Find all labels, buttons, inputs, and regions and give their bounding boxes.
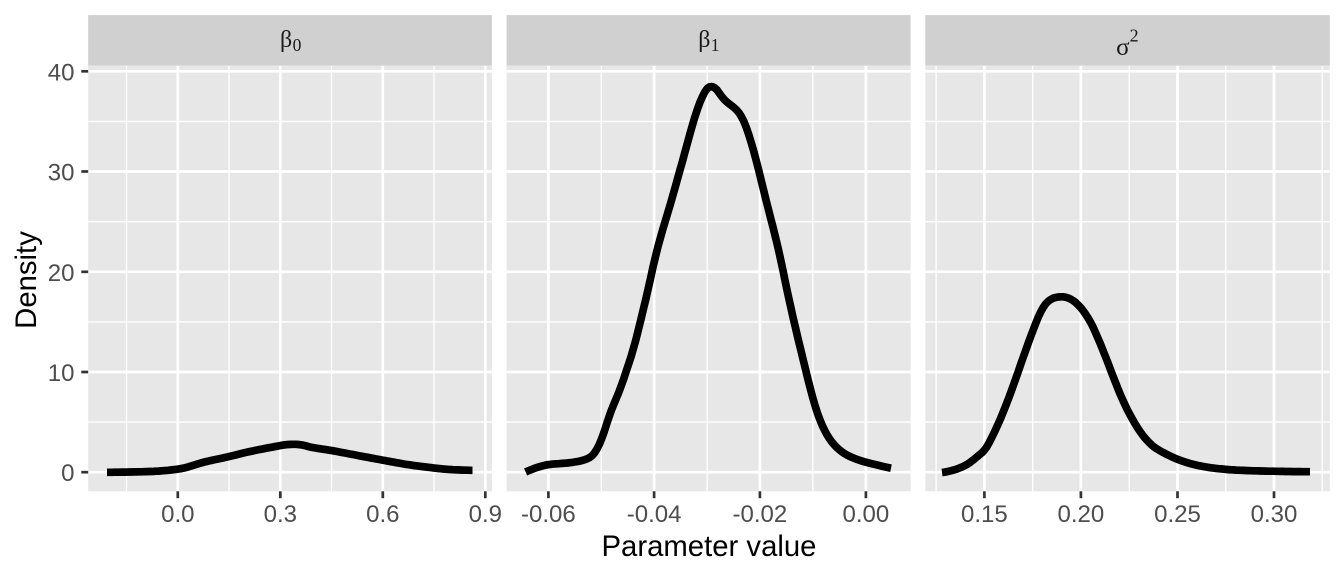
svg-text:β: β: [698, 27, 710, 53]
svg-text:0.15: 0.15: [961, 501, 1008, 528]
svg-text:0.9: 0.9: [469, 501, 502, 528]
svg-text:20: 20: [48, 260, 75, 287]
svg-text:2: 2: [1130, 26, 1139, 46]
svg-text:Density: Density: [10, 231, 43, 329]
svg-text:-0.04: -0.04: [627, 501, 682, 528]
svg-text:-0.02: -0.02: [733, 501, 788, 528]
svg-text:β: β: [280, 27, 292, 53]
svg-text:-0.06: -0.06: [521, 501, 576, 528]
svg-text:0.00: 0.00: [843, 501, 890, 528]
svg-text:0.25: 0.25: [1154, 501, 1201, 528]
svg-text:Parameter value: Parameter value: [602, 530, 817, 563]
svg-text:30: 30: [48, 160, 75, 187]
svg-text:0: 0: [293, 35, 302, 55]
svg-text:0.6: 0.6: [366, 501, 399, 528]
svg-text:10: 10: [48, 360, 75, 387]
svg-text:1: 1: [711, 35, 720, 55]
svg-text:0.30: 0.30: [1251, 501, 1298, 528]
svg-text:0.0: 0.0: [161, 501, 194, 528]
svg-text:0.3: 0.3: [264, 501, 297, 528]
svg-text:0: 0: [61, 460, 74, 487]
svg-text:0.20: 0.20: [1058, 501, 1105, 528]
svg-text:40: 40: [48, 59, 75, 86]
svg-text:σ: σ: [1116, 34, 1130, 61]
